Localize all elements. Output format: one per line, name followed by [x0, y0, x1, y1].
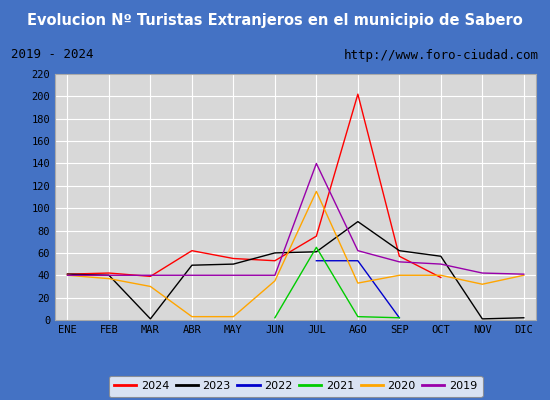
Text: http://www.foro-ciudad.com: http://www.foro-ciudad.com [344, 48, 539, 62]
Legend: 2024, 2023, 2022, 2021, 2020, 2019: 2024, 2023, 2022, 2021, 2020, 2019 [108, 376, 483, 397]
Text: 2019 - 2024: 2019 - 2024 [11, 48, 94, 62]
Text: Evolucion Nº Turistas Extranjeros en el municipio de Sabero: Evolucion Nº Turistas Extranjeros en el … [27, 14, 523, 28]
